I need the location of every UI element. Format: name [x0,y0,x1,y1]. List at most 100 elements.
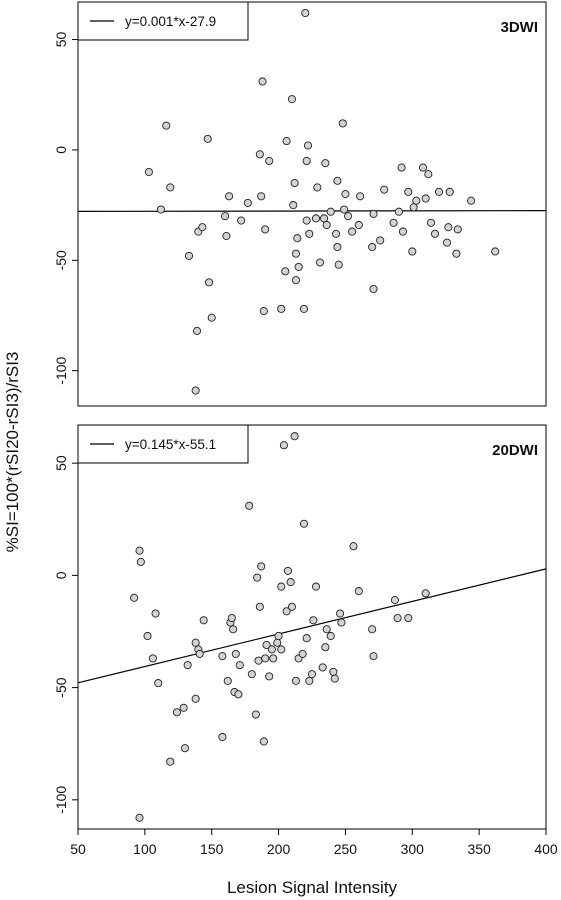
data-point [144,167,153,177]
data-point [321,643,330,652]
data-point [261,654,270,663]
data-point [265,672,274,681]
data-point [191,386,200,395]
data-point [179,703,188,712]
data-point [444,223,453,232]
data-point [334,260,343,269]
data-point [251,710,260,719]
data-point [136,557,145,566]
y-tick-label: 50 [53,32,69,48]
data-point [421,194,430,203]
x-tick-label: 400 [534,841,558,857]
data-point [404,187,413,196]
data-point [291,676,301,685]
data-point [293,234,302,243]
data-point [313,183,322,192]
data-point [434,187,444,196]
panel-20dwi: 50 0 -50 -100 y=0.145*x-55.1 20DWI [53,424,547,830]
data-point [282,607,291,616]
data-point [344,212,353,221]
y-tick-label: -100 [53,356,69,384]
data-point [452,249,461,258]
data-point [283,566,292,575]
data-point [279,441,288,450]
data-point [234,690,243,699]
data-point [333,242,342,252]
data-point [294,262,303,271]
data-point [184,251,194,260]
data-point [218,732,227,742]
x-axis-title: Lesion Signal Intensity [227,878,398,897]
data-point [330,674,339,683]
data-point [269,654,278,663]
plot-frame [77,1,547,407]
data-point [389,218,398,227]
data-point [443,238,452,247]
data-point [287,602,296,611]
data-point [421,589,430,598]
panel-3dwi: 50 0 -50 -100 y=0.001*x-27.9 3DWI [53,1,547,407]
data-point [259,737,268,746]
data-point [130,593,139,602]
data-point [341,190,350,199]
data-point [424,170,433,179]
x-tick-label: 100 [133,841,157,857]
data-point [135,813,144,822]
data-point [289,201,298,210]
y-tick-label: -50 [53,677,69,697]
y-tick-label: 50 [53,455,69,471]
data-point [333,176,342,185]
legend-entry: y=0.145*x-55.1 [125,437,216,452]
data-point [467,196,476,205]
legend-entry: y=0.001*x-27.9 [125,14,216,29]
data-point [321,159,330,168]
data-point [154,679,163,688]
data-point [172,708,181,717]
data-point [356,192,365,201]
data-point [281,267,290,276]
data-point [273,638,282,647]
data-point [191,638,200,647]
data-point [254,656,263,665]
data-point [390,596,399,605]
data-point [192,326,202,335]
x-tick-label: 150 [200,841,224,857]
data-point [218,652,227,661]
data-point [302,216,311,225]
data-point [336,609,345,618]
data-point [394,207,403,216]
data-point [369,284,378,294]
data-point [227,613,236,623]
data-point [445,187,454,196]
data-point [299,304,309,313]
data-point [221,212,230,221]
data-point [338,119,347,128]
x-tick-label: 250 [334,841,358,857]
data-point [290,432,299,441]
data-point [257,562,266,571]
data-point [156,205,165,214]
data-point [322,220,331,230]
data-point [245,501,254,510]
data-point [262,640,271,650]
data-point [253,573,262,582]
x-tick-label: 300 [401,841,425,857]
regression-line [77,210,547,212]
data-point [397,163,406,172]
data-point [277,582,286,591]
x-tick-label: 200 [267,841,291,857]
data-point [198,223,207,232]
data-point [204,278,214,287]
data-point [222,231,231,241]
data-point [354,587,363,596]
data-point [223,676,232,685]
data-point [426,218,436,227]
data-point [151,609,160,618]
data-point [274,631,283,641]
data-point [491,247,500,256]
x-tick-label: 50 [70,841,86,857]
data-point [148,654,157,663]
data-point [143,631,152,641]
data-point [309,616,318,625]
